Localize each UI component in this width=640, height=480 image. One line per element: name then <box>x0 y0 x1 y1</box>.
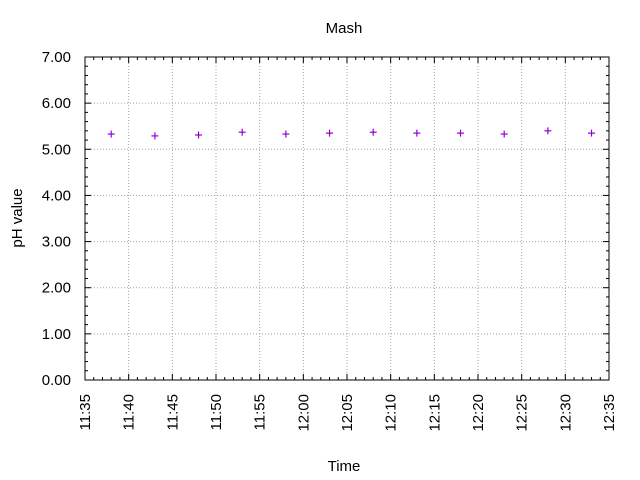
data-point <box>369 128 377 136</box>
y-tick-label: 6.00 <box>42 95 71 112</box>
x-tick-label: 12:30 <box>557 394 574 432</box>
x-tick-label: 12:25 <box>514 394 531 432</box>
x-tick-label: 12:10 <box>383 394 400 432</box>
x-tick-label: 12:20 <box>470 394 487 432</box>
x-tick-label: 11:45 <box>164 394 181 430</box>
data-point <box>107 130 115 138</box>
data-point <box>326 129 334 137</box>
axis-ticks <box>84 56 610 381</box>
y-tick-label: 5.00 <box>42 141 71 158</box>
x-tick-label: 12:15 <box>426 394 443 432</box>
data-point <box>195 131 203 139</box>
x-tick-label: 12:05 <box>339 394 356 432</box>
x-tick-label: 12:00 <box>295 394 312 432</box>
data-point <box>544 127 552 135</box>
y-tick-label: 0.00 <box>42 372 71 389</box>
data-point <box>282 130 290 138</box>
x-tick-label: 11:50 <box>208 394 225 430</box>
y-axis-label: pH value <box>9 188 26 247</box>
x-tick-label: 12:35 <box>601 394 618 432</box>
y-tick-label: 3.00 <box>42 234 71 251</box>
data-point <box>588 129 596 137</box>
x-tick-label: 11:40 <box>121 394 138 430</box>
data-point <box>457 129 465 137</box>
x-tick-label: 11:55 <box>252 394 269 430</box>
data-point <box>151 132 159 140</box>
chart-title: Mash <box>326 20 363 37</box>
x-axis-label: Time <box>328 458 361 475</box>
grid <box>85 57 609 380</box>
y-tick-label: 2.00 <box>42 280 71 297</box>
x-tick-label: 11:35 <box>77 394 94 430</box>
data-points <box>107 127 596 140</box>
x-tick-labels: 11:35 11:40 11:45 11:50 11:55 12:00 12:05 12:10… <box>77 394 618 432</box>
y-tick-label: 1.00 <box>42 326 71 343</box>
y-tick-labels: 0.00 1.00 2.00 3.00 4.00 5.00 6.00 7.00 <box>42 49 71 389</box>
y-tick-label: 4.00 <box>42 187 71 204</box>
data-point <box>413 129 421 137</box>
data-point <box>238 128 246 136</box>
y-tick-label: 7.00 <box>42 49 71 66</box>
data-point <box>500 130 508 138</box>
